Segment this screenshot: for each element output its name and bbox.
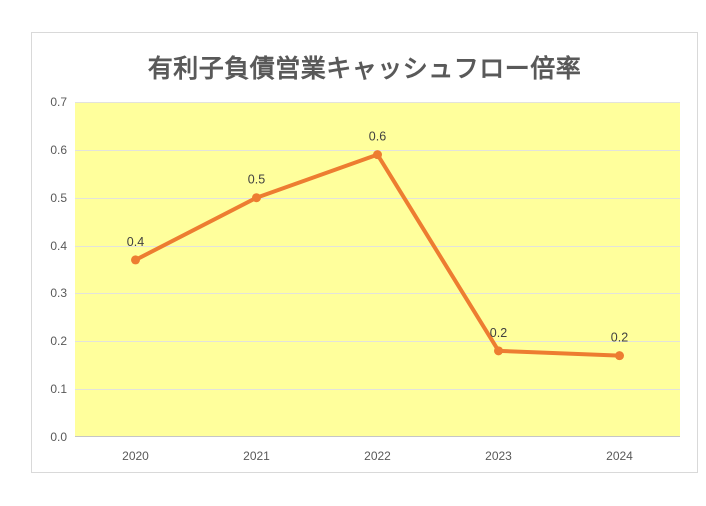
data-point-marker — [494, 346, 503, 356]
y-tick-label: 0.0 — [50, 430, 67, 444]
data-point-marker — [131, 255, 140, 265]
y-tick-label: 0.6 — [50, 142, 67, 157]
y-tick-label: 0.7 — [50, 95, 67, 109]
data-label: 0.5 — [248, 173, 265, 187]
data-point-marker — [615, 351, 624, 361]
y-tick-label: 0.3 — [50, 286, 67, 301]
data-point-marker — [252, 193, 261, 203]
data-label: 0.6 — [369, 130, 386, 144]
series-line — [133, 152, 622, 358]
y-tick-label: 0.1 — [50, 382, 67, 397]
y-tick-label: 0.2 — [50, 334, 67, 349]
data-label: 0.2 — [611, 331, 628, 345]
data-label: 0.4 — [127, 235, 144, 249]
x-tick-label: 2020 — [122, 449, 149, 463]
y-tick-label: 0.4 — [50, 238, 67, 253]
y-tick-label: 0.5 — [50, 190, 67, 205]
x-tick-label: 2023 — [485, 449, 512, 463]
data-label: 0.2 — [490, 326, 507, 340]
data-point-marker — [373, 150, 382, 160]
chart-title: 有利子負債営業キャッシュフロー倍率 — [147, 55, 582, 83]
x-tick-label: 2021 — [243, 449, 270, 463]
x-tick-label: 2022 — [364, 449, 391, 463]
chart-frame: 有利子負債営業キャッシュフロー倍率 0.4 0.5 0.6 0.2 0.2 0.0 0.1… — [31, 32, 698, 473]
plot-area: 0.4 0.5 0.6 0.2 0.2 — [75, 102, 680, 437]
x-tick-label: 2024 — [606, 449, 633, 463]
line-chart-svg: 0.4 0.5 0.6 0.2 0.2 — [75, 102, 680, 437]
